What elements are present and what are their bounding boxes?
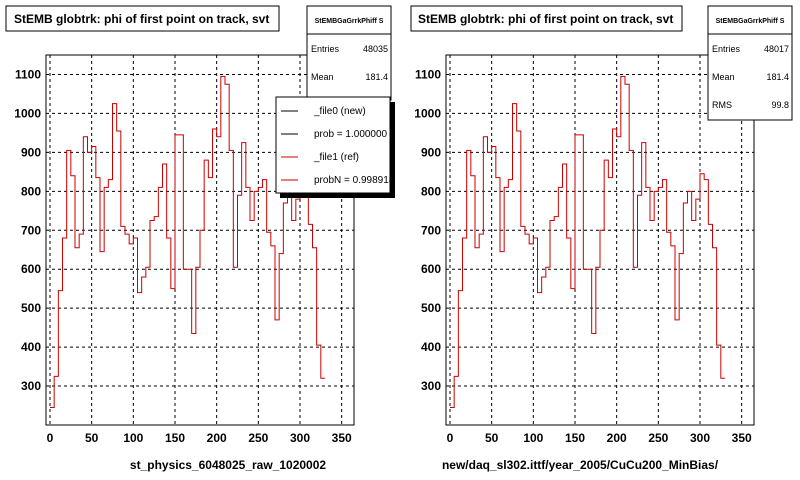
y-tick-label: 1100: [15, 67, 41, 81]
left-stats-mean-value: 181.4: [365, 72, 388, 82]
y-tick-label: 900: [421, 145, 441, 159]
x-tick-label: 300: [690, 431, 710, 445]
x-tick-label: 100: [123, 431, 143, 445]
left-legend: _file0 (new) prob = 1.000000 _file1 (ref…: [275, 96, 395, 198]
right-stats-entries-label: Entries: [712, 44, 741, 54]
y-tick-label: 500: [21, 301, 41, 315]
y-tick-label: 600: [21, 262, 41, 276]
left-chart-title: StEMB globtrk: phi of first point on tra…: [14, 12, 269, 26]
y-tick-label: 1000: [14, 106, 41, 120]
x-tick-label: 300: [290, 431, 310, 445]
y-tick-label: 300: [421, 379, 441, 393]
x-tick-label: 50: [85, 431, 99, 445]
right-stats-mean-label: Mean: [712, 72, 735, 82]
y-tick-label: 700: [421, 223, 441, 237]
left-axis-ticks: 0 50 100 150 200 250 300 350 300 400 500 600 700 800 9…: [14, 67, 352, 445]
x-tick-label: 200: [607, 431, 627, 445]
left-histogram-panel: StEMB globtrk: phi of first point on tra…: [5, 5, 395, 472]
x-tick-label: 350: [732, 431, 752, 445]
y-tick-label: 900: [21, 145, 41, 159]
right-stats-entries-value: 48017: [764, 44, 789, 54]
right-stats-rms-label: RMS: [712, 100, 732, 110]
right-title-box: [410, 5, 683, 32]
x-tick-label: 0: [47, 431, 54, 445]
legend-prob-label: prob = 1.000000: [314, 129, 388, 140]
left-stats-title: StEMBGaGrrkPhiff S: [315, 18, 384, 25]
y-tick-label: 300: [21, 379, 41, 393]
x-tick-label: 50: [485, 431, 499, 445]
left-histogram-line: [50, 75, 325, 408]
left-x-axis-label: st_physics_6048025_raw_1020002: [130, 458, 326, 472]
right-stats-rms-value: 99.8: [771, 100, 789, 110]
right-stats-mean-value: 181.4: [766, 72, 789, 82]
y-tick-label: 800: [421, 184, 441, 198]
right-x-axis-label: new/daq_sl302.ittf/year_2005/CuCu200_Min…: [442, 458, 719, 472]
x-tick-label: 350: [332, 431, 352, 445]
x-tick-label: 0: [447, 431, 454, 445]
x-tick-label: 250: [248, 431, 268, 445]
right-stats-title: StEMBGaGrrkPhiff S: [716, 18, 785, 25]
legend-new-label: _file0 (new): [313, 106, 366, 117]
y-tick-label: 1100: [415, 67, 441, 81]
right-chart-title: StEMB globtrk: phi of first point on tra…: [418, 12, 673, 26]
right-stats-box: StEMBGaGrrkPhiff S Entries 48017 Mean 18…: [707, 5, 793, 121]
right-histogram-line: [450, 75, 725, 408]
y-tick-label: 400: [21, 340, 41, 354]
y-tick-label: 700: [21, 223, 41, 237]
x-tick-label: 250: [648, 431, 668, 445]
x-tick-label: 150: [565, 431, 585, 445]
legend-probn-label: probN = 0.998918: [314, 175, 395, 186]
right-axis-ticks: 0 50 100 150 200 250 300 350 300 400 500 600 700 800 9…: [414, 67, 752, 445]
left-stats-mean-label: Mean: [311, 72, 334, 82]
right-histogram-panel: StEMB globtrk: phi of first point on tra…: [410, 5, 793, 472]
x-tick-label: 150: [165, 431, 185, 445]
legend-ref-label: _file1 (ref): [313, 152, 359, 163]
left-stats-box: StEMBGaGrrkPhiff S Entries 48035 Mean 18…: [306, 5, 392, 101]
y-tick-label: 1000: [414, 106, 441, 120]
left-title-box: [5, 5, 280, 32]
y-tick-label: 500: [421, 301, 441, 315]
x-tick-label: 100: [523, 431, 543, 445]
y-tick-label: 600: [421, 262, 441, 276]
left-stats-entries-label: Entries: [311, 44, 340, 54]
y-tick-label: 400: [421, 340, 441, 354]
left-stats-entries-value: 48035: [363, 44, 388, 54]
x-tick-label: 200: [207, 431, 227, 445]
y-tick-label: 800: [21, 184, 41, 198]
